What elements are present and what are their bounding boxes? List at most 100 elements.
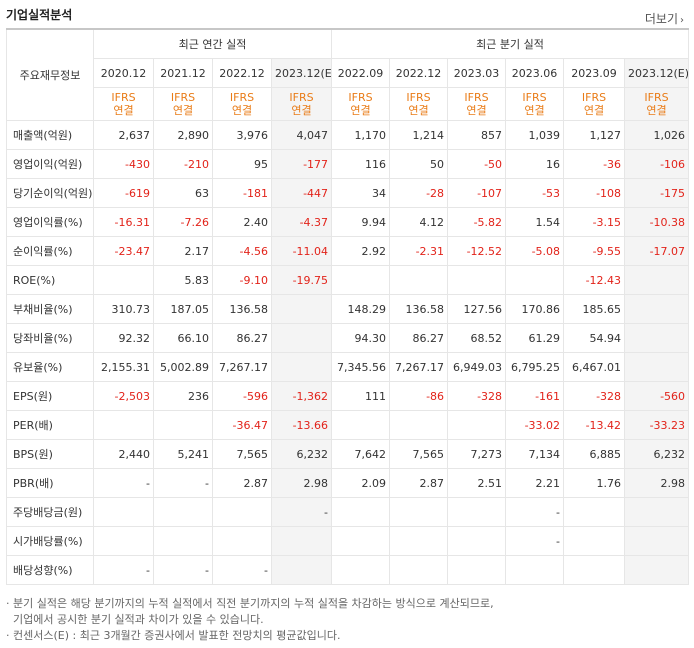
table-cell: 2.98 (270, 468, 333, 498)
table-cell: 7,267.17 (212, 352, 272, 382)
table-cell: -1,362 (270, 381, 333, 411)
quarterly-group-header: 최근 분기 실적 (331, 28, 690, 59)
ifrs-label: IFRS 연결 (270, 87, 333, 121)
period-header: 2022.12 (212, 58, 272, 88)
table-cell: -4.37 (270, 207, 333, 237)
table-cell: -2,503 (93, 381, 154, 411)
table-cell: 2.92 (331, 236, 391, 266)
table-cell: -7.26 (153, 207, 213, 237)
table-cell: 7,134 (505, 439, 565, 469)
table-row: 배당성향(%) - - - (6, 555, 690, 585)
ifrs-label: IFRS 연결 (93, 87, 154, 121)
row-label: ROE(%) (6, 265, 94, 295)
table-cell: -53 (505, 178, 565, 208)
table-cell: 236 (153, 381, 213, 411)
table-cell: 857 (447, 120, 507, 150)
table-cell (93, 265, 154, 295)
table-cell: -210 (153, 149, 213, 179)
table-cell: 6,232 (270, 439, 333, 469)
table-cell: 63 (153, 178, 213, 208)
table-cell (389, 410, 449, 440)
row-label: 당기순이익(억원) (6, 178, 94, 208)
ifrs-label: IFRS 연결 (212, 87, 272, 121)
table-cell: -13.66 (270, 410, 333, 440)
table-cell: -12.43 (563, 265, 626, 295)
table-cell (331, 555, 391, 585)
table-cell: 310.73 (93, 294, 154, 324)
row-label: 유보율(%) (6, 352, 94, 382)
ifrs-bottom: 연결 (646, 104, 667, 117)
table-cell: 7,642 (331, 439, 391, 469)
table-cell: 2,440 (93, 439, 154, 469)
table-cell: - (93, 555, 154, 585)
table-cell (389, 265, 449, 295)
more-link[interactable]: 더보기 › (645, 10, 684, 27)
table-cell: -33.02 (505, 410, 565, 440)
table-cell (389, 526, 449, 556)
table-cell (563, 555, 626, 585)
table-cell: 7,273 (447, 439, 507, 469)
table-cell: - (153, 468, 213, 498)
table-cell: -28 (389, 178, 449, 208)
table-cell: - (270, 497, 333, 527)
table-cell: 6,795.25 (505, 352, 565, 382)
table-cell: -33.23 (624, 410, 690, 440)
table-row: 시가배당률(%) - (6, 526, 690, 556)
table-cell (270, 526, 333, 556)
table-cell: -9.55 (563, 236, 626, 266)
table-row: 당기순이익(억원) -619 63 -181 -447 34 -28 -107 -53 -108-… (6, 178, 690, 208)
ifrs-label: IFRS 연결 (624, 87, 690, 121)
table-cell: -16.31 (93, 207, 154, 237)
period-header: 2020.12 (93, 58, 154, 88)
table-cell: 66.10 (153, 323, 213, 353)
ifrs-bottom: 연결 (291, 104, 312, 117)
ifrs-top: IFRS (289, 91, 314, 104)
row-label: 순이익률(%) (6, 236, 94, 266)
table-row: PBR(배) - -2.87 2.98 2.09 2.87 2.51 2.21 1.76 2.98 (6, 468, 690, 498)
table-cell: -177 (270, 149, 333, 179)
table-cell: 148.29 (331, 294, 391, 324)
table-cell: 1,170 (331, 120, 391, 150)
ifrs-label: IFRS 연결 (331, 87, 391, 121)
table-cell: -430 (93, 149, 154, 179)
row-label: 부채비율(%) (6, 294, 94, 324)
table-cell: 7,267.17 (389, 352, 449, 382)
table-cell: -3.15 (563, 207, 626, 237)
period-header: 2023.12(E) (270, 58, 333, 88)
table-cell: 3,976 (212, 120, 272, 150)
table-cell (93, 497, 154, 527)
table-cell: -328 (447, 381, 507, 411)
row-label: PER(배) (6, 410, 94, 440)
row-label: 당좌비율(%) (6, 323, 94, 353)
table-cell: -161 (505, 381, 565, 411)
ifrs-label: IFRS 연결 (153, 87, 213, 121)
ifrs-top: IFRS (348, 91, 373, 104)
table-cell: - (93, 468, 154, 498)
table-cell: -36.47 (212, 410, 272, 440)
table-cell: 68.52 (447, 323, 507, 353)
table-cell: 86.27 (212, 323, 272, 353)
period-header: 2022.09 (331, 58, 391, 88)
table-cell: 2,155.31 (93, 352, 154, 382)
table-cell: 6,885 (563, 439, 626, 469)
ifrs-top: IFRS (170, 91, 196, 104)
table-cell (331, 265, 391, 295)
table-cell (153, 410, 213, 440)
table-row: BPS(원) 2,440 5,241 7,565 6,232 7,642 7,565 7,27… (6, 439, 690, 469)
table-cell: -23.47 (93, 236, 154, 266)
table-cell: -19.75 (270, 265, 333, 295)
table-row: 순이익률(%) -23.47 2.17 -4.56 -11.04 2.92 -2.31 -12… (6, 236, 690, 266)
table-cell: -50 (447, 149, 507, 179)
ifrs-top: IFRS (406, 91, 431, 104)
table-cell: 2,890 (153, 120, 213, 150)
table-row: 유보율(%) 2,155.31 5,002.89 7,267.17 7,345.56 7,… (6, 352, 690, 382)
table-cell: -13.42 (563, 410, 626, 440)
table-row: ROE(%) 5.83 -9.10 -19.75 -12.43 (6, 265, 690, 295)
table-cell: 7,565 (212, 439, 272, 469)
table-cell: -17.07 (624, 236, 690, 266)
table-cell: 1,026 (624, 120, 690, 150)
financial-table: 주요재무정보 최근 연간 실적 최근 분기 실적 2020.12 2021.12 2… (6, 28, 690, 585)
table-cell: 34 (331, 178, 391, 208)
table-cell (93, 410, 154, 440)
table-cell: 61.29 (505, 323, 565, 353)
